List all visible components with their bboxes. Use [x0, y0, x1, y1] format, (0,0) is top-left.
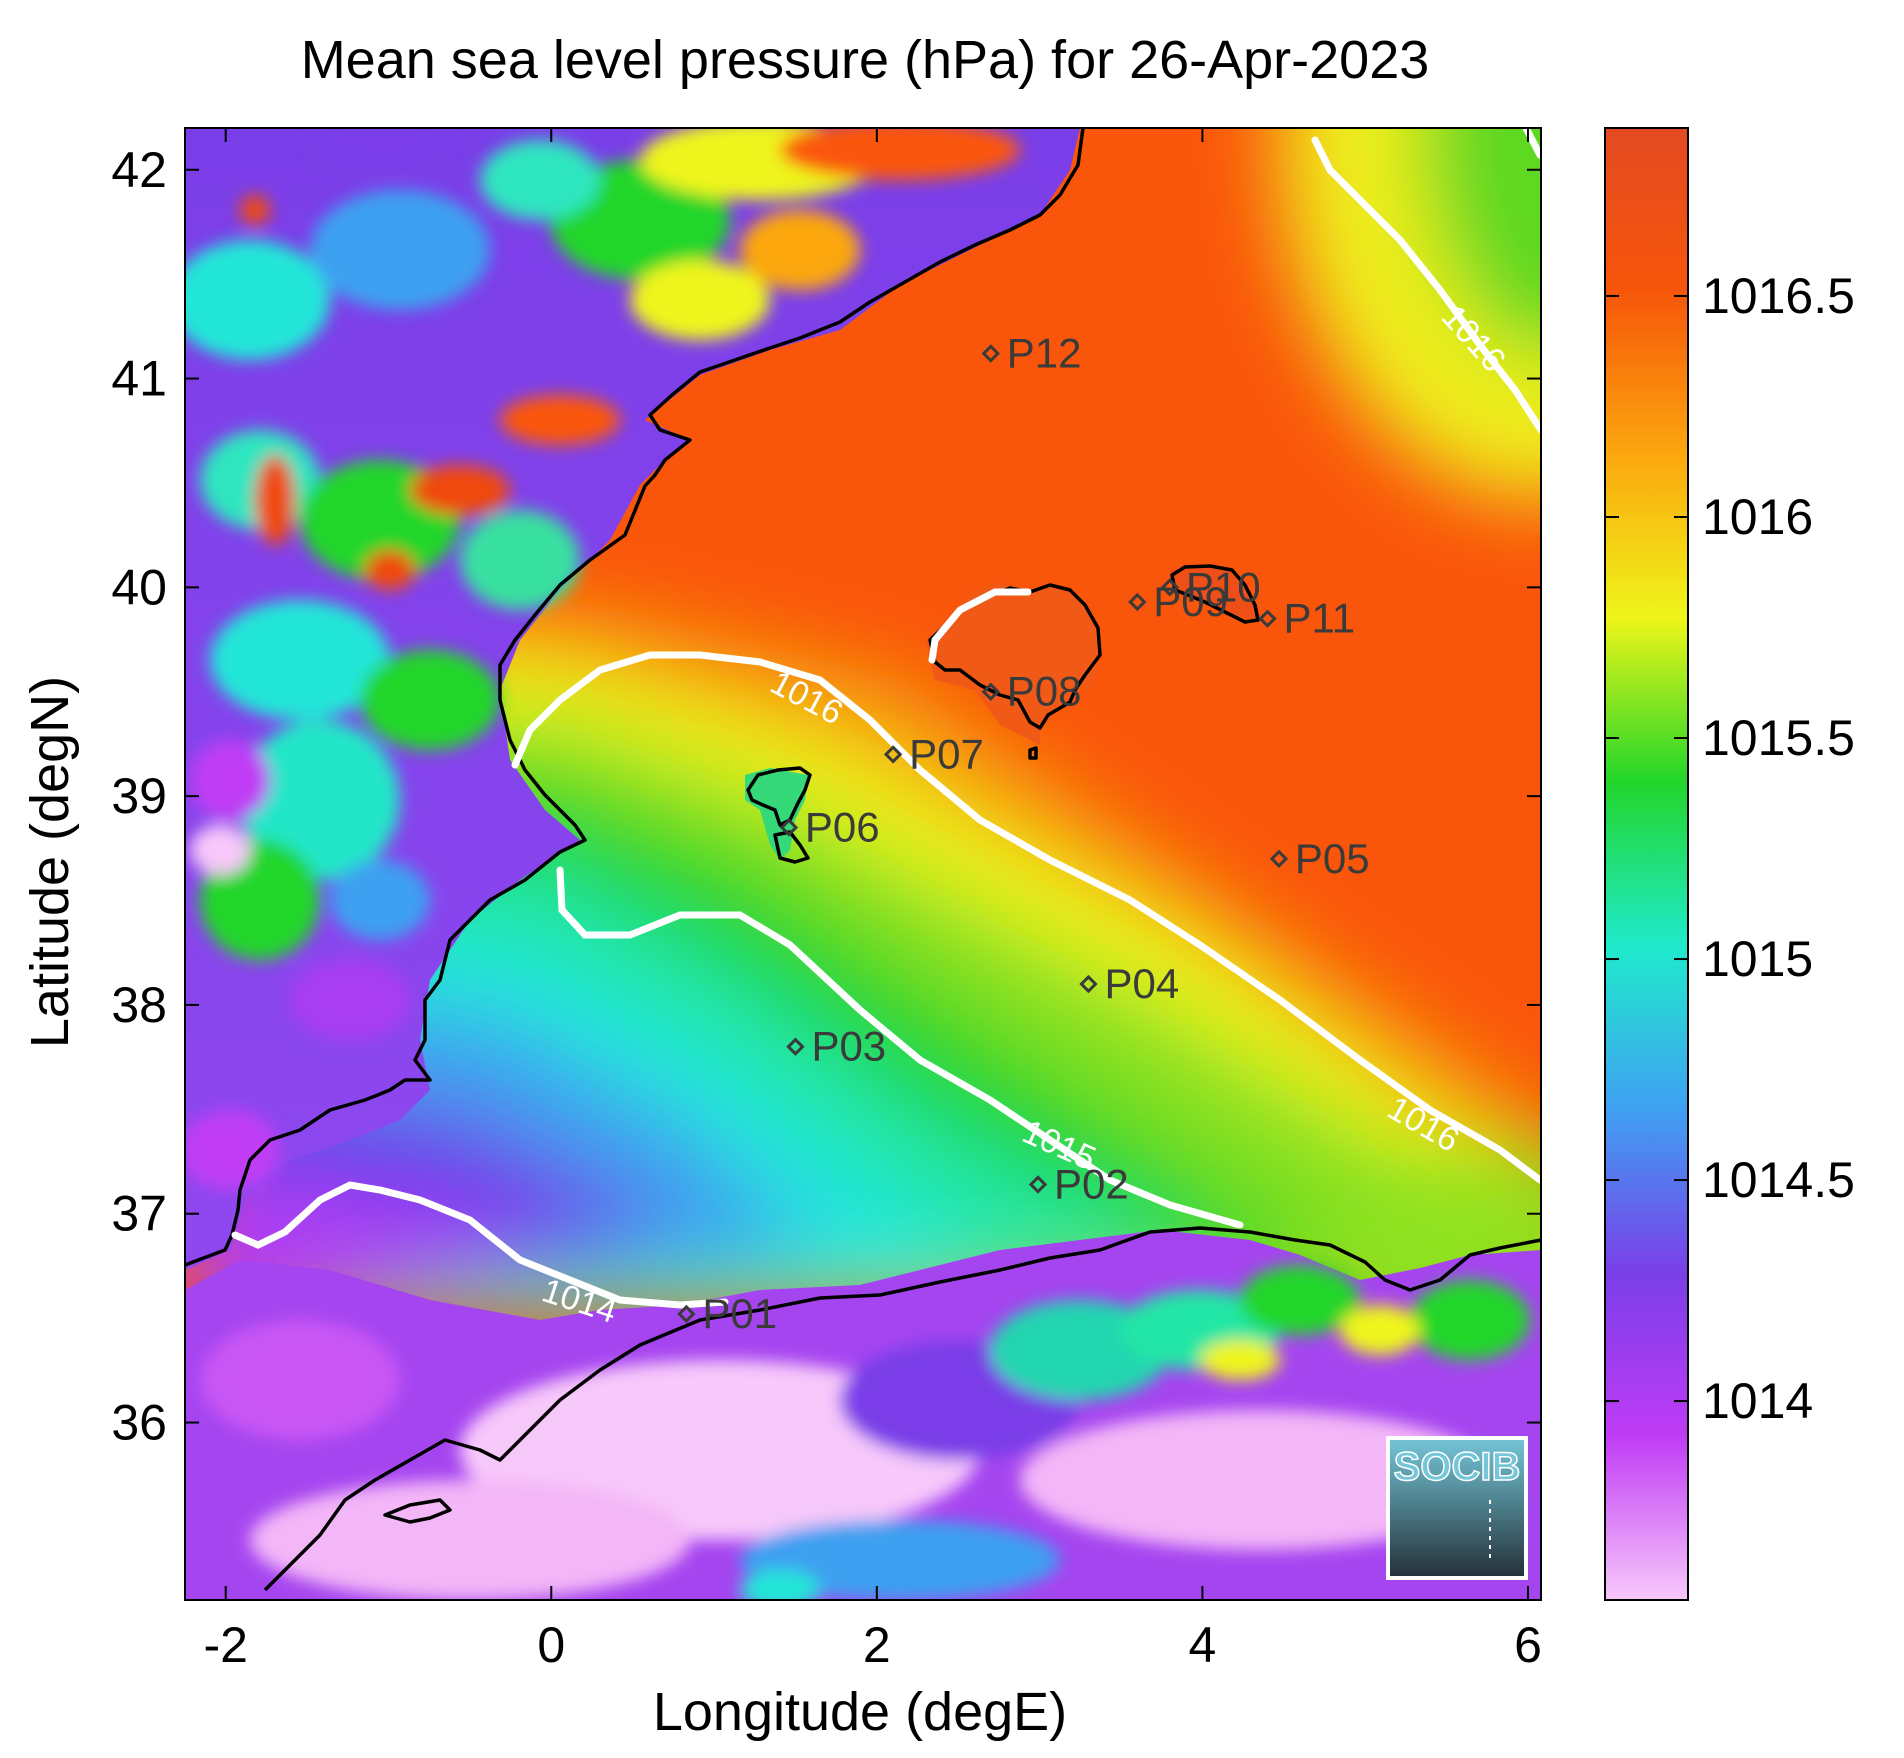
station-marker-icon: [1028, 1175, 1048, 1194]
station-marker-icon: [981, 344, 1000, 363]
x-axis-label: Longitude (degE): [653, 1682, 1067, 1742]
y-axis: 36 37 38 39 40 41 42: [111, 142, 1541, 1451]
station-label: P03: [811, 1023, 886, 1070]
station-marker-icon: [1079, 974, 1098, 994]
x-tick-label: 0: [537, 1617, 565, 1673]
station-p08: P08: [981, 668, 1082, 715]
station-label: P02: [1054, 1160, 1129, 1207]
y-tick-label: 41: [111, 351, 167, 407]
y-tick-label: 37: [111, 1186, 167, 1242]
logo-text: SOCIB: [1394, 1445, 1521, 1489]
station-label: P05: [1295, 835, 1370, 882]
station-p12: P12: [981, 329, 1082, 376]
y-tick-label: 40: [111, 559, 167, 615]
chart-title: Mean sea level pressure (hPa) for 26-Apr…: [301, 30, 1430, 90]
plot-frame: [184, 127, 1542, 1601]
colorbar-ticks: 1014 1014.5 1015 1015.5 1016 1016.5: [1605, 268, 1855, 1429]
socib-logo: SOCIB: [1386, 1436, 1528, 1580]
station-marker-icon: [981, 682, 1000, 701]
station-marker-icon: [1160, 578, 1180, 597]
colorbar-tick-label: 1014: [1702, 1373, 1813, 1429]
station-label: P06: [805, 803, 880, 850]
x-tick-label: 6: [1514, 1617, 1542, 1673]
station-p01: P01: [677, 1290, 777, 1337]
x-tick-label: -2: [203, 1617, 247, 1673]
colorbar: [1604, 127, 1689, 1601]
station-label: P08: [1007, 668, 1082, 715]
station-label: P01: [702, 1290, 777, 1337]
station-p04: P04: [1079, 960, 1179, 1007]
station-marker-icon: [1128, 592, 1147, 612]
station-label: P12: [1007, 329, 1082, 376]
station-marker-icon: [1269, 849, 1289, 868]
y-axis-label: Latitude (degN): [20, 676, 80, 1048]
isobars: [231, 124, 1545, 1309]
x-tick-label: 2: [863, 1617, 891, 1673]
x-axis: -2 0 2 4 6: [203, 128, 1542, 1673]
colorbar-tick-label: 1015.5: [1702, 710, 1855, 766]
y-tick-label: 42: [111, 142, 167, 198]
station-p07: P07: [883, 730, 984, 777]
x-tick-label: 4: [1189, 1617, 1217, 1673]
y-tick-label: 39: [111, 768, 167, 824]
station-p06: P06: [779, 803, 880, 850]
station-p03: P03: [786, 1023, 886, 1070]
pressure-field: [185, 128, 1541, 1600]
y-tick-label: 36: [111, 1395, 167, 1451]
station-marker-icon: [883, 745, 903, 764]
station-label: P04: [1104, 960, 1179, 1007]
station-marker-icon: [677, 1304, 696, 1324]
station-p11: P11: [1258, 595, 1356, 642]
station-p05: P05: [1269, 835, 1370, 882]
colorbar-tick-label: 1016.5: [1702, 268, 1855, 324]
station-label: P11: [1284, 595, 1356, 642]
station-marker-icon: [779, 818, 799, 837]
station-marker-icon: [1258, 609, 1277, 628]
colorbar-tick-label: 1014.5: [1702, 1152, 1855, 1208]
colorbar-tick-label: 1016: [1702, 489, 1813, 545]
station-label: P07: [909, 730, 984, 777]
station-marker-icon: [786, 1037, 805, 1056]
station-p02: P02: [1028, 1160, 1129, 1207]
station-label: P10: [1186, 563, 1261, 610]
station-p10: P10: [1160, 563, 1261, 610]
y-tick-label: 38: [111, 977, 167, 1033]
colorbar-tick-label: 1015: [1702, 931, 1813, 987]
